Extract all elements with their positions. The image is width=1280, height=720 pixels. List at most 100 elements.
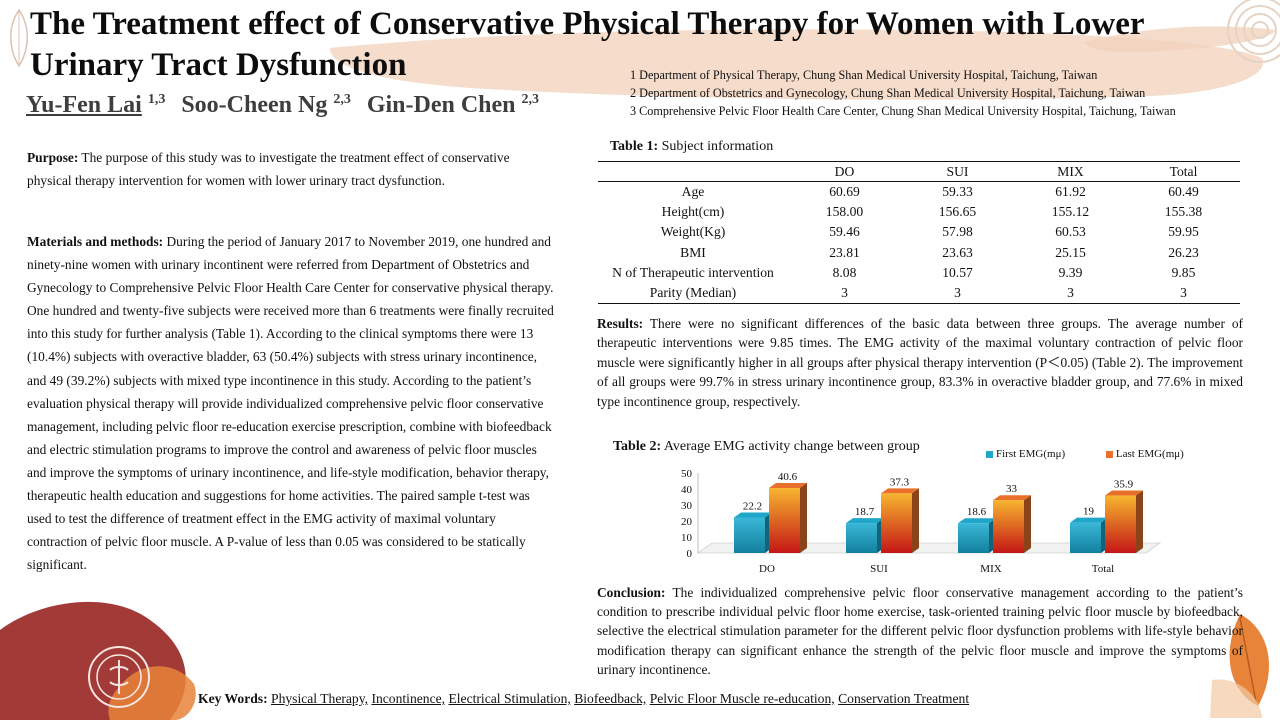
y-tick-label: 40 — [681, 484, 693, 496]
table-cell: 158.00 — [825, 204, 864, 220]
author: Yu-Fen Lai 1,3 — [26, 92, 166, 118]
table-cell: 59.46 — [829, 224, 860, 240]
table-row: Height(cm) 158.00 156.65 155.12 155.38 — [598, 202, 1240, 222]
row-label: Height(cm) — [661, 204, 725, 220]
y-tick-label: 20 — [681, 516, 693, 528]
table-header-cell: Total — [1127, 161, 1240, 182]
y-tick-label: 50 — [681, 468, 693, 480]
table-cell: 3 — [901, 282, 1014, 305]
table-cell: 25.15 — [1055, 244, 1086, 260]
hospital-seal-logo — [88, 646, 150, 708]
methods-text: During the period of January 2017 to Nov… — [27, 234, 554, 573]
bar-top-face — [769, 483, 807, 489]
y-tick-label: 30 — [681, 500, 693, 512]
table-row: BMI 23.81 23.63 25.15 26.23 — [598, 243, 1240, 263]
data-label: 18.7 — [855, 506, 875, 518]
table-header-cell: SUI — [901, 161, 1014, 182]
table-header-cell: DO — [788, 161, 901, 182]
conclusion-section: Conclusion: The individualized comprehen… — [597, 583, 1243, 679]
table-cell: 9.85 — [1171, 264, 1196, 280]
affiliation: 2 Department of Obstetrics and Gynecolog… — [630, 86, 1146, 100]
table-cell: 3 — [1127, 282, 1240, 305]
subject-info-table: DO SUI MIX Total Age 60.69 59.33 61.92 60.49… — [598, 161, 1240, 305]
poster-title: The Treatment effect of Conservative Phy… — [30, 6, 1144, 83]
legend-swatch — [986, 450, 993, 458]
bar — [881, 493, 912, 553]
bar-side-face — [800, 483, 807, 553]
purpose-text: The purpose of this study was to investi… — [27, 150, 510, 189]
keyword: Incontinence, — [371, 691, 446, 706]
methods-heading: Materials and methods: — [27, 234, 164, 249]
bar-side-face — [1024, 495, 1031, 553]
table-cell: 23.63 — [942, 244, 973, 260]
table-row: N of Therapeutic intervention 8.08 10.57 9.… — [598, 263, 1240, 283]
table-cell: 3 — [1014, 282, 1127, 305]
keywords-line: Key Words: Physical Therapy, Incontinenc… — [198, 691, 969, 707]
results-section: Results: There were no significant diffe… — [597, 314, 1243, 411]
purpose-section: Purpose: The purpose of this study was t… — [27, 146, 557, 192]
legend-swatch — [1105, 450, 1113, 458]
conclusion-heading: Conclusion: — [597, 585, 666, 600]
keyword: Physical Therapy, — [271, 691, 369, 706]
table-header-cell: MIX — [1014, 161, 1127, 182]
keyword: Biofeedback, — [574, 691, 647, 706]
bar-side-face — [912, 488, 919, 553]
table-cell: 3 — [788, 282, 901, 305]
results-text: There were no significant differences of… — [597, 316, 1243, 409]
affiliation: 3 Comprehensive Pelvic Floor Health Care… — [630, 104, 1176, 118]
chart-legend: First EMG(mμ) Last EMG(mμ) — [986, 448, 1184, 460]
legend-item: Last EMG(mμ) — [1105, 448, 1184, 460]
bar-top-face — [734, 512, 772, 518]
table-cell: 155.12 — [1051, 204, 1090, 220]
bar-top-face — [958, 518, 996, 524]
row-label: N of Therapeutic intervention — [612, 264, 774, 280]
x-tick-label: Total — [1092, 563, 1114, 575]
bar-top-face — [993, 495, 1031, 501]
data-label: 18.6 — [967, 506, 987, 518]
table-cell: 60.69 — [829, 184, 860, 200]
methods-section: Materials and methods: During the period… — [27, 230, 557, 576]
table-cell: 156.65 — [938, 204, 977, 220]
bar — [1105, 495, 1136, 553]
table-row: Parity (Median) 3 3 3 3 — [598, 282, 1240, 305]
bar — [769, 488, 800, 553]
x-tick-label: SUI — [870, 563, 888, 575]
table-cell: 61.92 — [1055, 184, 1086, 200]
author-list: Yu-Fen Lai 1,3 Soo-Cheen Ng 2,3 Gin-Den … — [26, 92, 549, 119]
purpose-heading: Purpose: — [27, 150, 79, 165]
table-cell: 23.81 — [829, 244, 860, 260]
bar — [734, 517, 765, 553]
bar — [958, 523, 989, 553]
x-tick-label: MIX — [980, 563, 1001, 575]
keyword: Pelvic Floor Muscle re-education, — [649, 691, 835, 706]
table-row: Age 60.69 59.33 61.92 60.49 — [598, 182, 1240, 203]
table-cell: 59.95 — [1168, 224, 1199, 240]
table-cell: 155.38 — [1164, 204, 1203, 220]
bar — [993, 500, 1024, 553]
y-tick-label: 10 — [681, 532, 693, 544]
author: Soo-Cheen Ng 2,3 — [181, 92, 351, 118]
bar — [846, 523, 877, 553]
blob-decor-bottomleft — [0, 601, 196, 720]
data-label: 40.6 — [778, 471, 798, 483]
table-cell: 9.39 — [1058, 264, 1083, 280]
table-cell: 10.57 — [942, 264, 973, 280]
data-label: 37.3 — [890, 476, 910, 488]
author: Gin-Den Chen 2,3 — [366, 92, 540, 118]
table-cell: 59.33 — [942, 184, 973, 200]
bar-top-face — [1105, 490, 1143, 496]
data-label: 33 — [1006, 483, 1018, 495]
row-label: Parity (Median) — [598, 282, 788, 305]
bar — [1070, 522, 1101, 553]
table-cell: 26.23 — [1168, 244, 1199, 260]
table1-caption: Table 1: Subject information — [610, 139, 774, 154]
bar-top-face — [846, 518, 884, 524]
conclusion-text: The individualized comprehensive pelvic … — [597, 585, 1243, 677]
bar-side-face — [1136, 490, 1143, 553]
affiliation: 1 Department of Physical Therapy, Chung … — [630, 68, 1098, 82]
data-label: 19 — [1083, 506, 1095, 518]
keyword: Electrical Stimulation, — [448, 691, 571, 706]
bar-top-face — [881, 488, 919, 494]
legend-item: First EMG(mμ) — [986, 448, 1065, 460]
table-cell: 8.08 — [832, 264, 857, 280]
